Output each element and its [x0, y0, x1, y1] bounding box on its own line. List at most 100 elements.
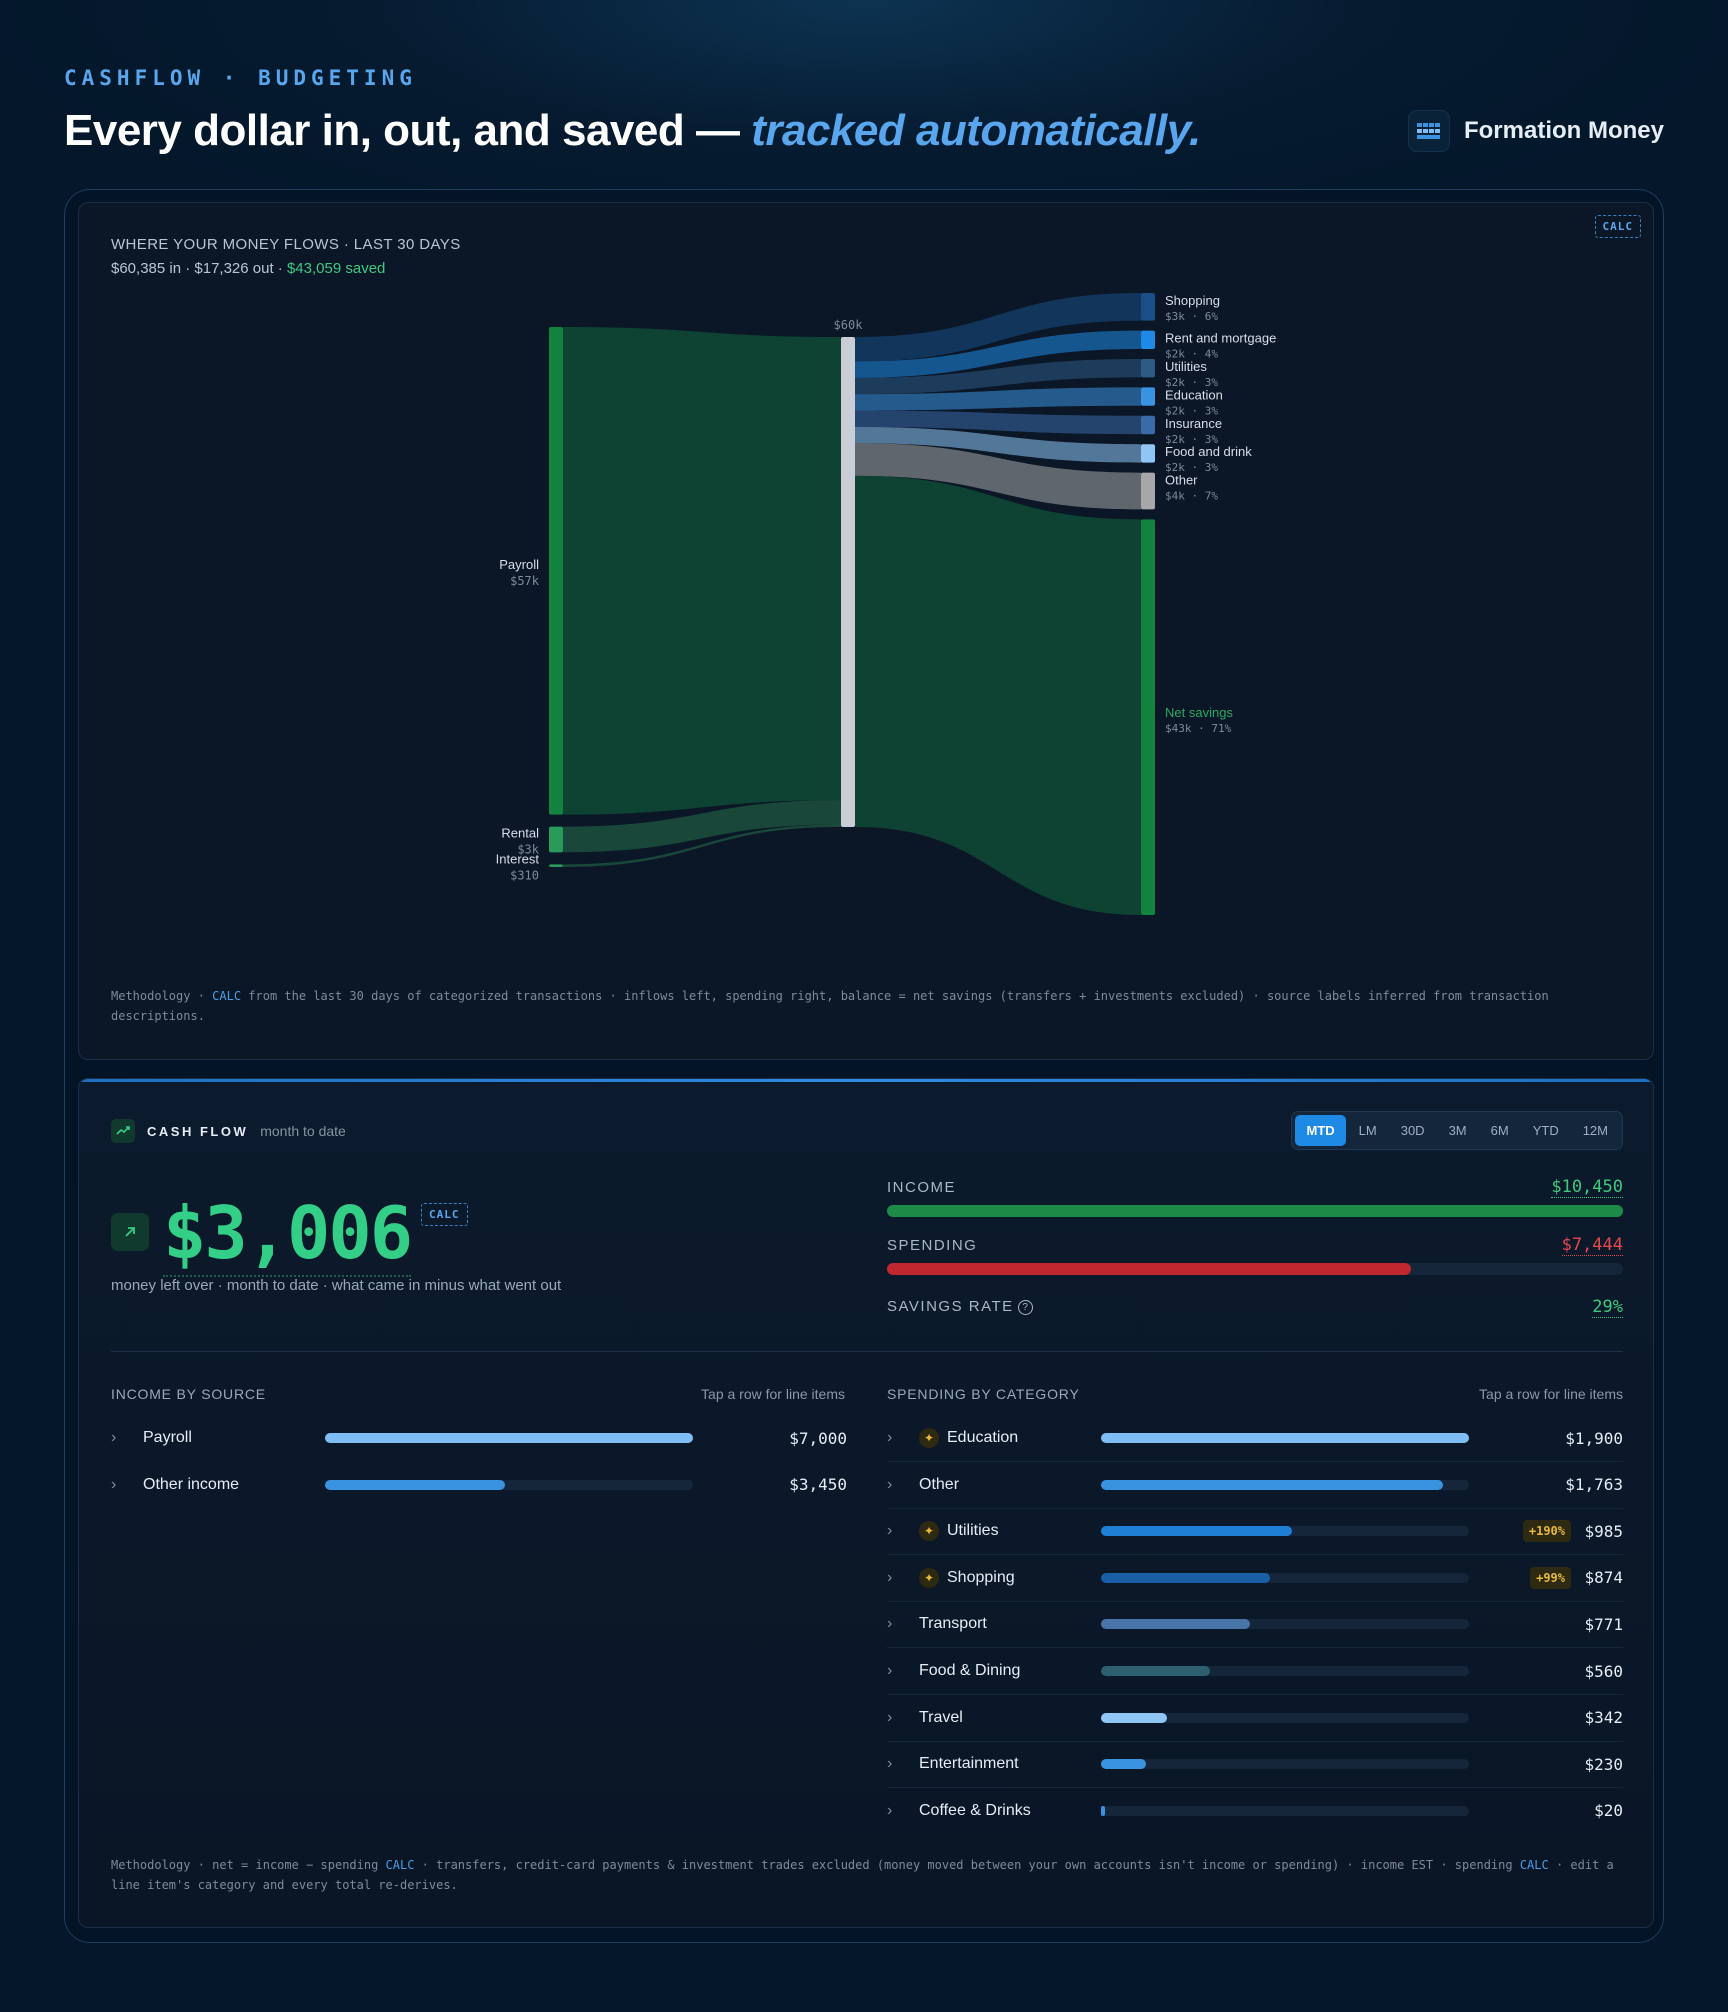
savings-rate-value[interactable]: 29% — [1592, 1297, 1623, 1318]
target-node[interactable] — [1141, 519, 1155, 915]
net-caption: money left over · month to date · what c… — [111, 1277, 562, 1294]
source-value: $310 — [510, 869, 539, 883]
methodology-calc-link[interactable]: CALC — [212, 989, 242, 1003]
flow-link-target[interactable] — [855, 426, 1141, 463]
row-name: Entertainment — [919, 1755, 1019, 1773]
flow-link-target[interactable] — [855, 387, 1141, 411]
total-label: $60k — [834, 318, 864, 332]
target-node[interactable] — [1141, 293, 1155, 321]
row-amount: $771 — [1584, 1614, 1623, 1634]
range-tab-3m[interactable]: 3M — [1448, 1123, 1467, 1138]
income-bar — [887, 1205, 1623, 1217]
cash-flow-title: CASH FLOW — [147, 1123, 249, 1139]
category-row[interactable]: › Payroll $7,000 — [111, 1415, 847, 1461]
row-bar-fill — [1101, 1479, 1443, 1490]
row-bar — [1101, 1619, 1469, 1630]
category-row[interactable]: › Transport $771 — [887, 1601, 1623, 1649]
row-name: Coffee & Drinks — [919, 1801, 1031, 1819]
chevron-right-icon[interactable]: › — [887, 1662, 893, 1679]
chevron-right-icon[interactable]: › — [887, 1475, 893, 1493]
row-bar — [1101, 1712, 1469, 1723]
flow-link-interest[interactable] — [563, 824, 841, 867]
sparkle-icon: ✦ — [919, 1521, 939, 1542]
target-value: $43k · 71% — [1165, 722, 1232, 735]
chevron-right-icon[interactable]: › — [111, 1429, 117, 1446]
range-tab-lm[interactable]: LM — [1358, 1123, 1377, 1138]
chevron-right-icon[interactable]: › — [887, 1429, 893, 1446]
row-amount: $985 — [1584, 1521, 1623, 1541]
row-amount: $560 — [1584, 1661, 1623, 1681]
category-row[interactable]: › ✦ Shopping +99% $874 — [887, 1555, 1623, 1602]
flow-link-target[interactable] — [855, 330, 1141, 378]
methodology-calc-link-2[interactable]: CALC — [1519, 1858, 1549, 1872]
savings-rate-label: SAVINGS RATE? — [887, 1298, 1033, 1315]
target-node[interactable] — [1141, 387, 1155, 406]
target-node[interactable] — [1141, 444, 1155, 463]
total-node[interactable] — [841, 337, 855, 827]
cash-flow-methodology: Methodology · net = income − spending CA… — [111, 1855, 1621, 1895]
brand[interactable]: Formation Money — [1407, 110, 1664, 152]
category-row[interactable]: › ✦ Utilities +190% $985 — [887, 1508, 1623, 1556]
category-row[interactable]: › Other income $3,450 — [111, 1462, 847, 1508]
chevron-right-icon[interactable]: › — [887, 1568, 893, 1586]
flow-link-payroll[interactable] — [563, 327, 841, 815]
trend-up-icon — [111, 1119, 135, 1143]
category-row[interactable]: › Food & Dining $560 — [887, 1648, 1623, 1695]
row-bar — [1101, 1479, 1469, 1490]
calc-badge[interactable]: CALC — [1594, 215, 1641, 238]
methodology-calc-link-1[interactable]: CALC — [385, 1858, 415, 1872]
range-tab-12m[interactable]: 12M — [1582, 1123, 1608, 1138]
net-cash-flow-value[interactable]: $3,006 — [163, 1191, 413, 1277]
range-tab-6m[interactable]: 6M — [1490, 1123, 1509, 1138]
range-tab-30d[interactable]: 30D — [1400, 1123, 1425, 1138]
row-bar-fill — [1101, 1619, 1251, 1630]
chevron-right-icon[interactable]: › — [887, 1755, 893, 1773]
brand-name: Formation Money — [1463, 117, 1664, 144]
flow-link-target[interactable] — [855, 443, 1141, 510]
category-row[interactable]: › Coffee & Drinks $20 — [887, 1788, 1623, 1834]
range-tab-ytd[interactable]: YTD — [1532, 1123, 1559, 1138]
help-icon[interactable]: ? — [1017, 1299, 1033, 1315]
formation-logo-icon — [1407, 110, 1450, 152]
source-node-interest[interactable] — [549, 864, 563, 867]
chevron-right-icon[interactable]: › — [887, 1615, 893, 1633]
source-node-payroll[interactable] — [549, 327, 563, 815]
income-value[interactable]: $10,450 — [1551, 1177, 1623, 1198]
flow-link-target[interactable] — [855, 475, 1141, 915]
flow-link-target[interactable] — [855, 410, 1141, 435]
spending-value[interactable]: $7,444 — [1561, 1235, 1623, 1256]
net-calc-badge[interactable]: CALC — [421, 1203, 468, 1226]
chevron-right-icon[interactable]: › — [887, 1708, 893, 1726]
target-node[interactable] — [1141, 330, 1155, 349]
range-selector: MTD LM 30D 3M 6M YTD 12M — [1291, 1111, 1623, 1150]
category-row[interactable]: › Other $1,763 — [887, 1462, 1623, 1509]
chevron-right-icon[interactable]: › — [111, 1475, 117, 1493]
target-label: Other — [1165, 473, 1198, 488]
flow-link-target[interactable] — [855, 359, 1141, 395]
flows-summary-in-out: $60,385 in · $17,326 out · — [111, 260, 287, 277]
methodology-a: Methodology · net = income − spending — [111, 1858, 386, 1872]
chevron-right-icon[interactable]: › — [887, 1801, 893, 1819]
change-badge: +190% — [1522, 1520, 1571, 1543]
target-label: Utilities — [1165, 359, 1207, 374]
target-node[interactable] — [1141, 472, 1155, 510]
category-row[interactable]: › ✦ Education $1,900 — [887, 1415, 1623, 1462]
category-row[interactable]: › Travel $342 — [887, 1695, 1623, 1742]
income-by-source-heading: INCOME BY SOURCE — [111, 1386, 266, 1402]
money-flows-card: CALC WHERE YOUR MONEY FLOWS · LAST 30 DA… — [78, 202, 1654, 1060]
source-node-rental[interactable] — [549, 826, 563, 853]
flow-link-target[interactable] — [855, 293, 1141, 362]
flow-link-rental[interactable] — [563, 800, 841, 853]
row-amount: $1,763 — [1565, 1475, 1623, 1495]
target-node[interactable] — [1141, 359, 1155, 378]
row-bar — [1101, 1433, 1469, 1443]
page-title: Every dollar in, out, and saved — tracke… — [64, 106, 1201, 156]
target-node[interactable] — [1141, 415, 1155, 435]
cash-flow-header: CASH FLOW month to date — [111, 1119, 346, 1143]
row-bar-fill — [1101, 1759, 1146, 1770]
divider — [111, 1351, 1623, 1352]
chevron-right-icon[interactable]: › — [887, 1522, 893, 1540]
category-row[interactable]: › Entertainment $230 — [887, 1741, 1623, 1789]
range-tab-mtd[interactable]: MTD — [1295, 1115, 1346, 1146]
